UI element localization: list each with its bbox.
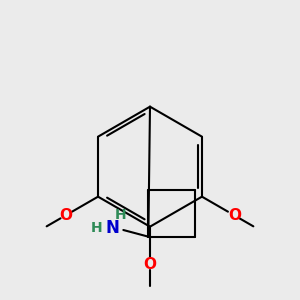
- Text: N: N: [106, 219, 120, 237]
- Text: O: O: [59, 208, 72, 223]
- Text: O: O: [143, 257, 157, 272]
- Text: O: O: [228, 208, 241, 223]
- Text: H: H: [91, 221, 103, 235]
- Text: H: H: [115, 208, 127, 222]
